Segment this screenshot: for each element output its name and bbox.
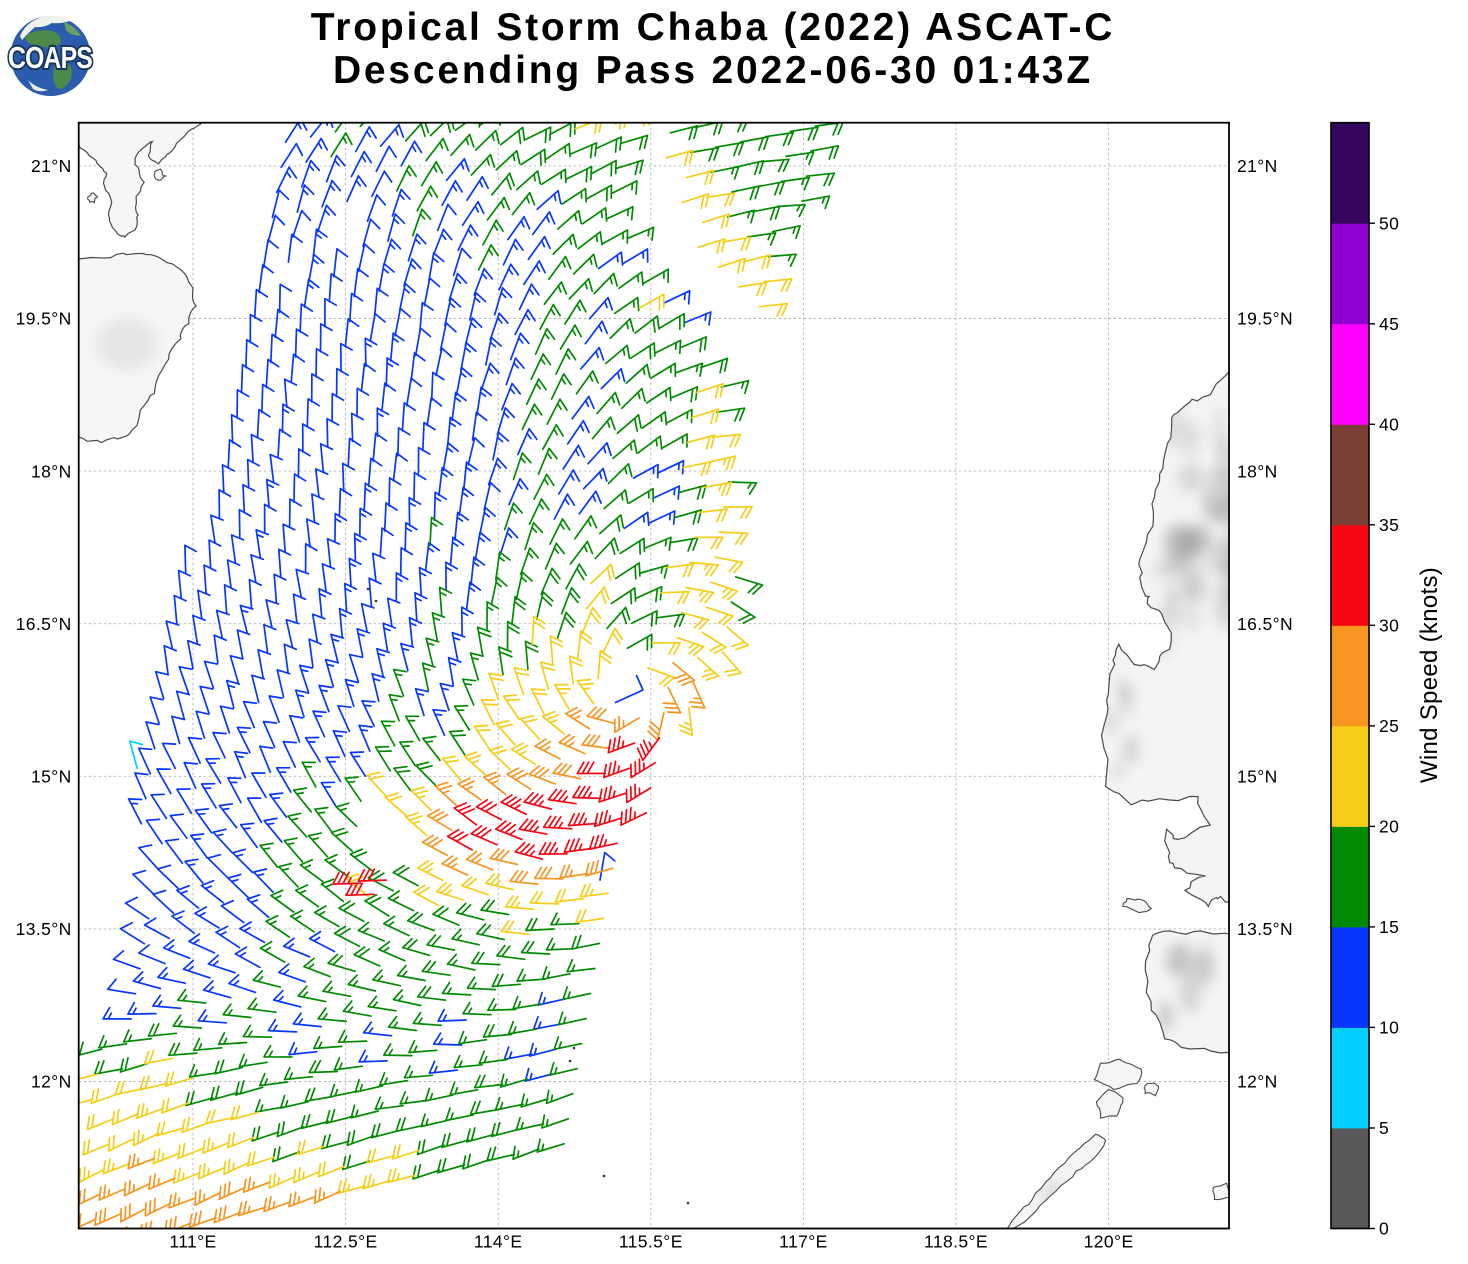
svg-text:45: 45 (1379, 314, 1399, 334)
svg-text:40: 40 (1379, 415, 1399, 435)
svg-text:12°N: 12°N (31, 1072, 72, 1092)
svg-text:15: 15 (1379, 917, 1399, 937)
svg-text:115.5°E: 115.5°E (619, 1232, 683, 1252)
svg-text:19.5°N: 19.5°N (16, 309, 72, 329)
svg-text:112.5°E: 112.5°E (314, 1232, 378, 1252)
svg-text:12°N: 12°N (1237, 1072, 1278, 1092)
svg-text:10: 10 (1379, 1018, 1399, 1038)
svg-text:117°E: 117°E (779, 1232, 828, 1252)
svg-text:16.5°N: 16.5°N (1237, 614, 1293, 634)
svg-text:25: 25 (1379, 716, 1399, 736)
svg-text:118.5°E: 118.5°E (924, 1232, 988, 1252)
svg-text:114°E: 114°E (474, 1232, 523, 1252)
svg-text:18°N: 18°N (1237, 461, 1278, 481)
svg-text:21°N: 21°N (1237, 156, 1278, 176)
svg-text:50: 50 (1379, 213, 1399, 233)
svg-text:35: 35 (1379, 515, 1399, 535)
svg-text:13.5°N: 13.5°N (1237, 919, 1293, 939)
svg-text:111°E: 111°E (169, 1232, 216, 1252)
svg-text:19.5°N: 19.5°N (1237, 309, 1293, 329)
svg-text:21°N: 21°N (31, 156, 72, 176)
svg-text:30: 30 (1379, 616, 1399, 636)
svg-text:20: 20 (1379, 817, 1399, 837)
svg-text:COAPS: COAPS (8, 40, 92, 75)
svg-text:5: 5 (1379, 1118, 1389, 1138)
svg-text:Tropical Storm Chaba (2022) AS: Tropical Storm Chaba (2022) ASCAT-C (311, 6, 1115, 49)
svg-text:15°N: 15°N (1237, 767, 1278, 787)
svg-text:15°N: 15°N (31, 767, 72, 787)
svg-text:0: 0 (1379, 1219, 1389, 1239)
svg-text:18°N: 18°N (31, 461, 72, 481)
svg-text:16.5°N: 16.5°N (16, 614, 72, 634)
svg-text:13.5°N: 13.5°N (16, 919, 72, 939)
svg-text:Descending Pass 2022-06-30 01:: Descending Pass 2022-06-30 01:43Z (333, 49, 1093, 92)
svg-text:Wind Speed (knots): Wind Speed (knots) (1416, 567, 1443, 783)
svg-text:120°E: 120°E (1084, 1232, 1134, 1252)
